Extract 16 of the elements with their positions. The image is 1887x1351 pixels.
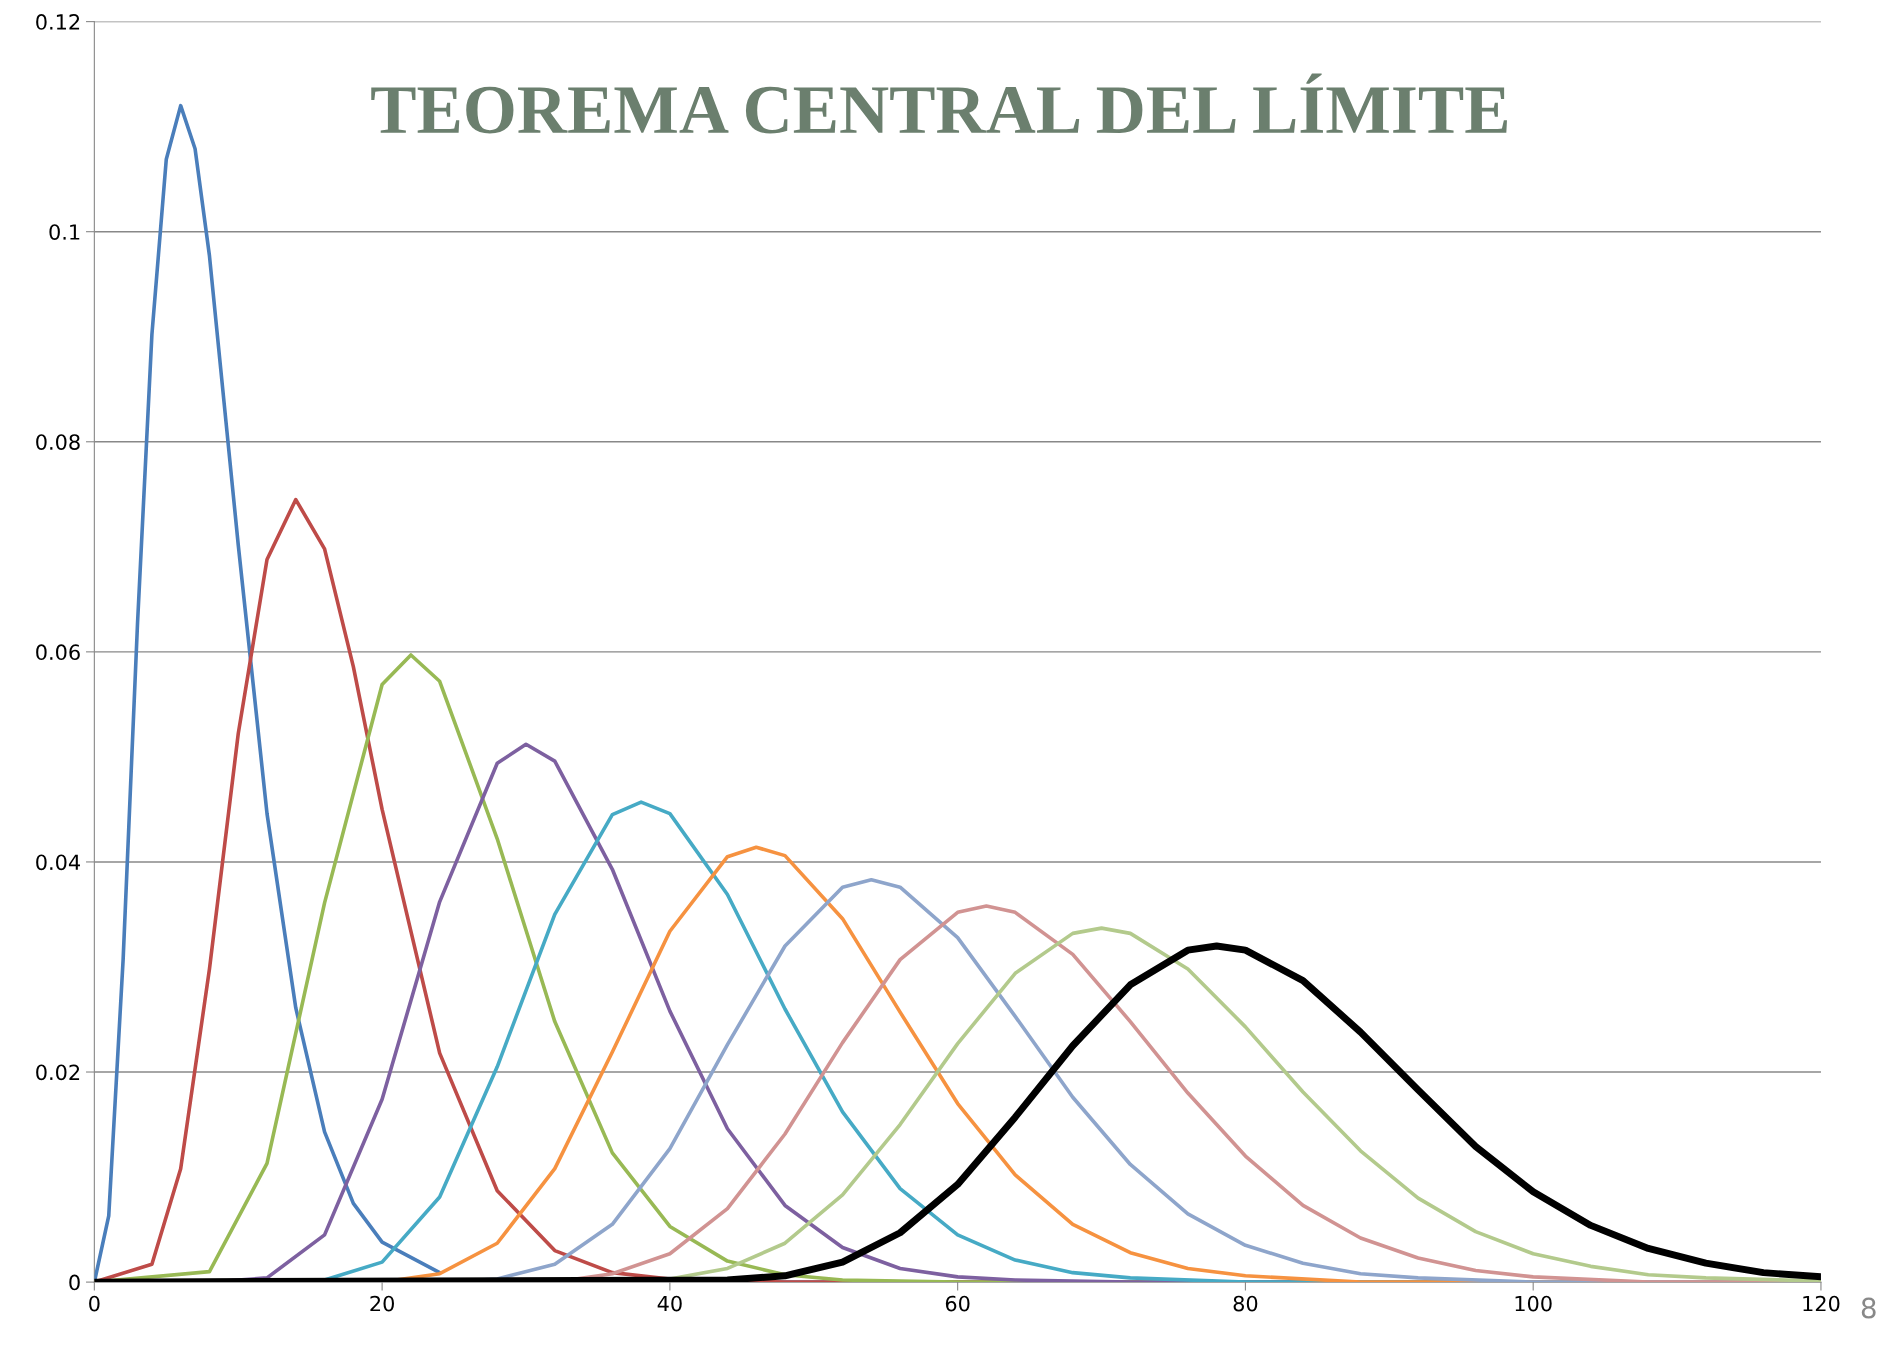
x-tick-label: 80 [1233, 1295, 1258, 1312]
x-tick-label: 60 [945, 1295, 970, 1312]
text: TEOREMA CENTRAL DEL LÍMITE [371, 73, 1507, 134]
text: 8 [1861, 1297, 1876, 1319]
y-tick-label: 0.04 [36, 854, 80, 871]
x-tick-label: 120 [1803, 1295, 1840, 1312]
y-tick-label: 0 [69, 1274, 80, 1291]
y-tick-label: 0.08 [36, 434, 80, 450]
x-tick-label: 40 [657, 1295, 682, 1312]
x-tick-label: 20 [370, 1295, 394, 1312]
x-tick-label: 100 [1515, 1295, 1552, 1312]
y-tick-label: 0.06 [36, 644, 80, 661]
y-tick-label: 0.12 [36, 14, 80, 30]
y-tick-label: 0.02 [36, 1064, 80, 1081]
y-tick-label: 0.1 [49, 224, 80, 240]
x-tick-label: 0 [89, 1295, 100, 1312]
